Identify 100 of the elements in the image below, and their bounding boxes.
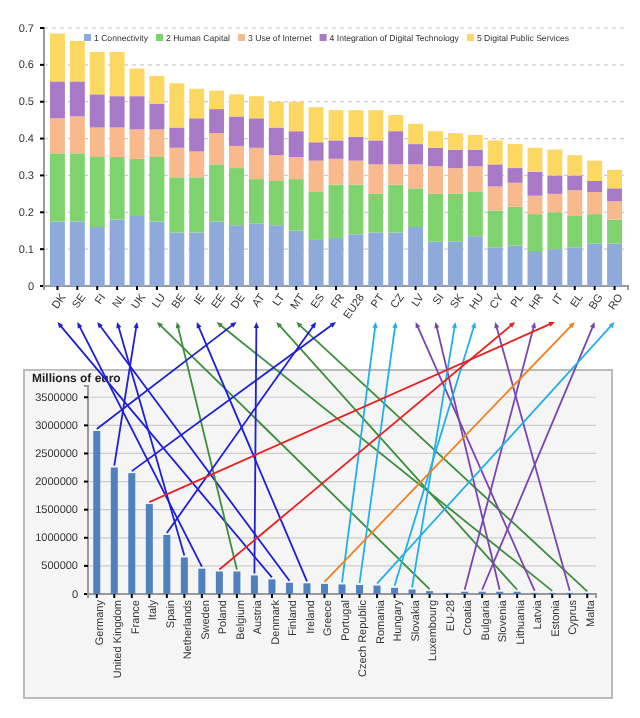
- bar: [388, 131, 404, 165]
- bar: [180, 557, 188, 594]
- bar: [229, 225, 244, 286]
- bar: [607, 169, 623, 189]
- bar: [447, 241, 463, 286]
- bar: [129, 96, 145, 130]
- bar: [527, 250, 543, 286]
- bar: [368, 140, 384, 165]
- bar: [189, 88, 205, 119]
- bar: [128, 473, 136, 594]
- bar: [268, 579, 276, 594]
- bar: [320, 583, 328, 594]
- bar: [348, 160, 364, 185]
- bar: [145, 504, 153, 594]
- bar: [388, 232, 404, 286]
- bar: [89, 157, 105, 228]
- bar: [69, 116, 85, 154]
- bar: [129, 158, 145, 216]
- bar: [607, 243, 623, 286]
- bar: [527, 171, 543, 196]
- bar: [248, 223, 264, 286]
- bar: [447, 133, 463, 150]
- bar: [428, 193, 443, 242]
- bar: [149, 75, 165, 104]
- bar: [607, 219, 623, 244]
- bar: [189, 232, 205, 286]
- bar: [447, 168, 463, 194]
- bar: [547, 175, 563, 194]
- bar: [487, 140, 503, 165]
- bar: [109, 219, 125, 286]
- bar: [308, 160, 324, 193]
- bar: [507, 168, 523, 183]
- bar: [169, 127, 185, 148]
- bar: [268, 225, 284, 286]
- bar: [308, 107, 324, 143]
- bar: [169, 83, 185, 128]
- bar: [49, 153, 65, 222]
- bar: [189, 151, 205, 178]
- bar: [189, 118, 205, 152]
- bar: [547, 149, 563, 176]
- bar: [308, 192, 324, 240]
- bar: [248, 179, 264, 224]
- bar: [288, 157, 304, 180]
- bar: [109, 51, 125, 97]
- bar: [129, 215, 145, 286]
- bar: [587, 192, 603, 215]
- bar: [229, 116, 244, 146]
- bar: [447, 193, 463, 242]
- bar: [547, 212, 563, 250]
- bar: [93, 430, 101, 594]
- bar: [507, 245, 523, 286]
- bar: [408, 227, 424, 286]
- bar: [268, 155, 284, 181]
- bar: [348, 136, 364, 161]
- bar: [447, 149, 463, 169]
- bar: [487, 210, 503, 248]
- bar: [209, 109, 225, 134]
- bar: [587, 180, 603, 193]
- bar: [527, 195, 543, 215]
- bar: [507, 182, 523, 207]
- bar: [303, 583, 311, 594]
- bar: [328, 158, 344, 185]
- bar: [587, 243, 603, 286]
- bar: [149, 157, 165, 222]
- bar: [268, 127, 284, 156]
- bar: [428, 147, 443, 167]
- bar: [348, 184, 364, 235]
- bar: [209, 164, 225, 222]
- bar: [388, 184, 404, 233]
- bar: [507, 206, 523, 246]
- bar: [288, 179, 304, 231]
- bar: [527, 147, 543, 172]
- bar: [428, 166, 443, 194]
- bar: [368, 232, 384, 286]
- bar: [487, 164, 503, 187]
- bar: [288, 101, 304, 132]
- bar: [268, 101, 284, 128]
- bar: [567, 155, 583, 176]
- bar: [567, 190, 583, 216]
- bar: [69, 153, 85, 222]
- bar: [129, 129, 145, 159]
- bar: [89, 51, 105, 95]
- bar: [428, 241, 443, 286]
- bar: [368, 164, 384, 194]
- bar: [248, 118, 264, 148]
- bar: [109, 157, 125, 220]
- bar: [507, 144, 523, 169]
- bar: [388, 164, 404, 185]
- bar: [288, 131, 304, 157]
- bar: [89, 127, 105, 157]
- bar: [487, 247, 503, 286]
- bar: [49, 221, 65, 286]
- bar: [408, 188, 424, 228]
- bar: [169, 177, 185, 233]
- bar: [408, 164, 424, 189]
- bar: [248, 96, 264, 119]
- bar: [69, 81, 85, 117]
- bar: [428, 131, 443, 148]
- bar: [368, 193, 384, 233]
- bar: [467, 192, 483, 237]
